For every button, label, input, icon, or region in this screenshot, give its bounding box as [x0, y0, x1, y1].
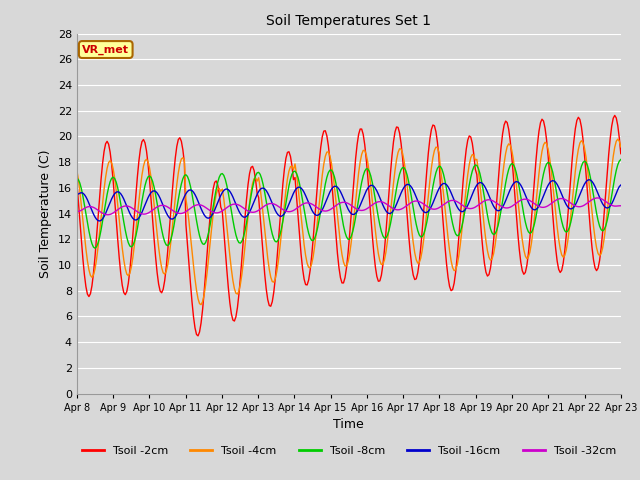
Tsoil -8cm	[237, 240, 244, 246]
Tsoil -32cm	[73, 209, 81, 215]
Tsoil -4cm	[614, 136, 621, 142]
Tsoil -16cm	[73, 192, 81, 197]
Tsoil -16cm	[589, 181, 597, 187]
Tsoil -8cm	[141, 183, 149, 189]
Tsoil -2cm	[264, 297, 271, 302]
Tsoil -32cm	[312, 204, 320, 210]
Tsoil -2cm	[312, 196, 320, 202]
Tsoil -8cm	[73, 175, 81, 181]
Tsoil -32cm	[617, 203, 625, 209]
Tsoil -2cm	[140, 137, 147, 143]
Tsoil -2cm	[255, 194, 262, 200]
Tsoil -32cm	[594, 195, 602, 201]
Tsoil -16cm	[237, 211, 244, 217]
Line: Tsoil -2cm: Tsoil -2cm	[77, 115, 621, 336]
Tsoil -32cm	[103, 212, 111, 217]
Tsoil -8cm	[255, 169, 262, 175]
Tsoil -2cm	[73, 179, 81, 184]
Tsoil -8cm	[91, 245, 99, 251]
Tsoil -8cm	[588, 184, 596, 190]
Tsoil -8cm	[312, 231, 320, 237]
Tsoil -16cm	[585, 177, 593, 182]
Line: Tsoil -8cm: Tsoil -8cm	[77, 159, 621, 248]
Tsoil -2cm	[237, 274, 244, 280]
Text: VR_met: VR_met	[82, 44, 129, 55]
Tsoil -4cm	[588, 209, 596, 215]
Tsoil -4cm	[617, 144, 625, 150]
Tsoil -16cm	[141, 202, 149, 208]
Tsoil -4cm	[237, 281, 244, 287]
Tsoil -2cm	[588, 245, 596, 251]
Line: Tsoil -32cm: Tsoil -32cm	[77, 198, 621, 215]
Tsoil -16cm	[264, 190, 271, 196]
Tsoil -16cm	[255, 189, 262, 194]
Tsoil -4cm	[197, 302, 205, 308]
Tsoil -16cm	[617, 182, 625, 188]
Title: Soil Temperatures Set 1: Soil Temperatures Set 1	[266, 14, 431, 28]
Tsoil -32cm	[264, 201, 271, 207]
Line: Tsoil -4cm: Tsoil -4cm	[77, 139, 621, 305]
Tsoil -16cm	[312, 213, 320, 218]
Tsoil -8cm	[264, 207, 271, 213]
Tsoil -4cm	[140, 163, 147, 169]
Tsoil -8cm	[617, 156, 625, 162]
Tsoil -2cm	[617, 151, 625, 156]
Tsoil -16cm	[96, 218, 104, 224]
Tsoil -4cm	[73, 167, 81, 173]
Tsoil -32cm	[141, 211, 149, 217]
X-axis label: Time: Time	[333, 418, 364, 431]
Legend: Tsoil -2cm, Tsoil -4cm, Tsoil -8cm, Tsoil -16cm, Tsoil -32cm: Tsoil -2cm, Tsoil -4cm, Tsoil -8cm, Tsoi…	[77, 441, 621, 460]
Line: Tsoil -16cm: Tsoil -16cm	[77, 180, 621, 221]
Tsoil -4cm	[312, 230, 320, 236]
Tsoil -32cm	[588, 197, 596, 203]
Tsoil -32cm	[237, 203, 244, 209]
Tsoil -4cm	[264, 255, 271, 261]
Tsoil -4cm	[255, 175, 262, 180]
Tsoil -2cm	[611, 112, 619, 118]
Tsoil -32cm	[255, 207, 262, 213]
Tsoil -2cm	[194, 333, 202, 339]
Y-axis label: Soil Temperature (C): Soil Temperature (C)	[39, 149, 52, 278]
